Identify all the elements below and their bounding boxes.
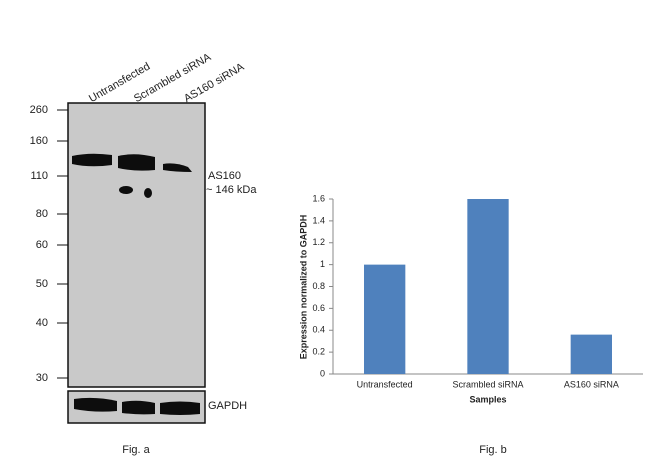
y-tick-label: 0.2 bbox=[312, 347, 325, 357]
marker-label: 80 bbox=[36, 208, 48, 220]
bar bbox=[467, 199, 509, 374]
marker-label: 260 bbox=[30, 104, 48, 116]
y-tick-label: 1.4 bbox=[312, 215, 325, 225]
marker-label: 50 bbox=[36, 278, 48, 290]
marker-label: 60 bbox=[36, 239, 48, 251]
bar bbox=[570, 334, 612, 374]
marker-label: 110 bbox=[30, 170, 48, 182]
x-tick-label: Untransfected bbox=[357, 379, 413, 389]
x-axis-title: Samples bbox=[469, 394, 506, 404]
target-size: ~ 146 kDa bbox=[206, 184, 257, 196]
y-tick-label: 0 bbox=[320, 368, 325, 378]
marker-label: 30 bbox=[36, 372, 48, 384]
caption: Fig. b bbox=[479, 444, 507, 456]
marker-label: 160 bbox=[30, 135, 48, 147]
caption: Fig. a bbox=[122, 444, 150, 456]
y-tick-label: 1 bbox=[320, 259, 325, 269]
target-label: AS160 bbox=[208, 170, 241, 182]
bar bbox=[364, 264, 406, 374]
blot-bands bbox=[72, 153, 192, 198]
y-tick-label: 0.4 bbox=[312, 325, 325, 335]
blot-panel bbox=[67, 102, 206, 388]
gapdh-bands bbox=[74, 397, 200, 415]
y-axis-title: Expression normalized to GAPDH bbox=[298, 215, 308, 360]
y-tick-label: 0.8 bbox=[312, 281, 325, 291]
x-tick-label: AS160 siRNA bbox=[564, 379, 619, 389]
y-tick-label: 1.2 bbox=[312, 237, 325, 247]
y-tick-label: 1.6 bbox=[312, 193, 325, 203]
y-tick-label: 0.6 bbox=[312, 303, 325, 313]
marker-label: 40 bbox=[36, 317, 48, 329]
control-label: GAPDH bbox=[208, 400, 247, 412]
x-tick-label: Scrambled siRNA bbox=[452, 379, 523, 389]
